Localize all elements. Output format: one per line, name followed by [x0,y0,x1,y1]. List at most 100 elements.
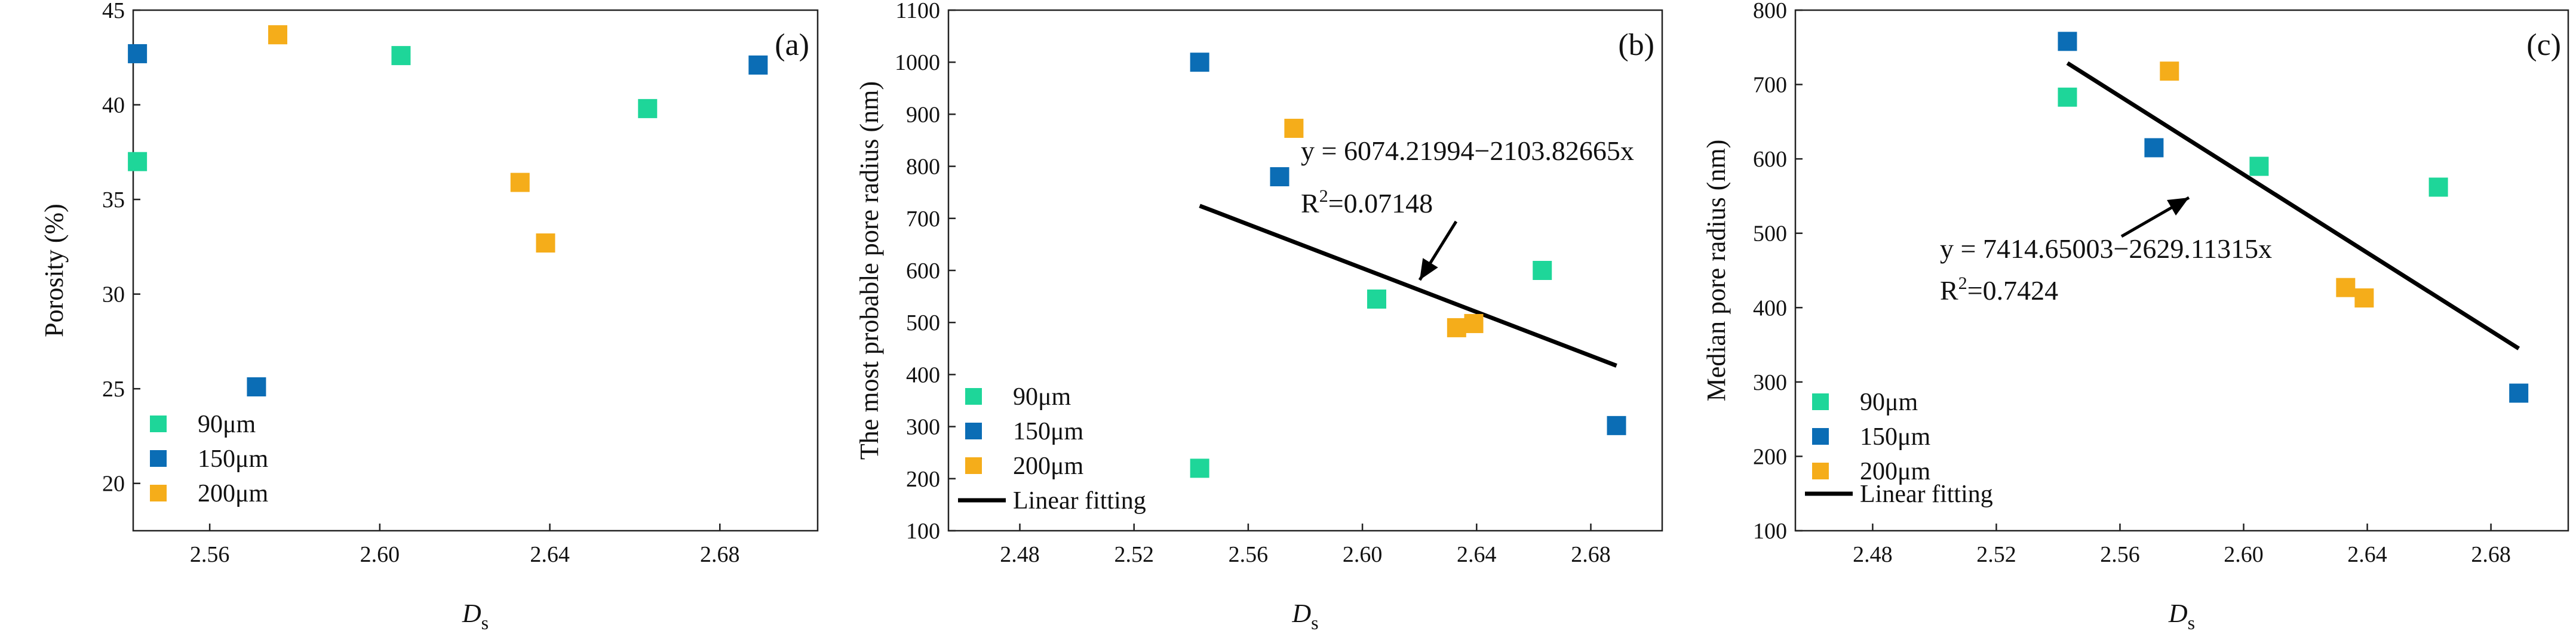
panel-label: (b) [1618,28,1654,62]
data-point-150um [748,55,768,75]
y-axis-label: Median pore radius (nm) [1702,140,1731,402]
data-point-200um [2354,288,2374,308]
fit-line [2066,61,2520,350]
y-tick-label: 25 [102,377,125,402]
data-point-150um [128,44,148,63]
data-point-150um [2058,32,2077,51]
x-axis-label-sub: s [1311,612,1318,633]
legend-marker [1812,428,1829,445]
y-tick-label: 40 [102,93,125,118]
y-tick-label: 100 [1753,519,1787,544]
x-tick-label: 2.48 [1000,542,1040,567]
data-point-200um [2336,278,2356,297]
y-tick-label: 35 [102,187,125,213]
annotation-arrow-head [1420,258,1438,280]
fit-line [1199,204,1617,368]
data-point-90um [1367,289,1386,309]
data-point-200um [536,233,555,253]
y-tick-label: 300 [1753,370,1787,395]
fit-r2-label: R [1940,275,1958,306]
legend-marker [150,450,167,467]
x-tick-label: 2.60 [1343,542,1383,567]
y-axis-label: Porosity (%) [39,204,69,337]
y-tick-label: 600 [906,258,940,284]
y-tick-label: 100 [906,519,940,544]
y-tick-label: 1000 [895,50,940,75]
x-axis-label-sub: s [481,612,489,633]
x-axis-label: Ds [2168,599,2195,633]
annotation-arrow-head [2167,198,2189,216]
data-point-150um [1190,53,1209,72]
y-tick-label: 20 [102,472,125,497]
x-axis-label-main: D [462,599,481,628]
data-point-90um [2249,156,2269,176]
fit-equation: y = 7414.65003−2629.11315x [1940,233,2272,264]
panel-c: 2.48 2.52 2.56 2.60 2.64 2.68 100 200 300 400 500 6… [1702,0,2569,633]
legend-marker [965,457,982,474]
data-point-90um [1190,458,1209,478]
data-point-200um [1464,313,1484,333]
data-point-90um [638,99,658,118]
plot-frame [1794,9,2569,532]
legend-marker [150,416,167,432]
x-tick-label: 2.60 [360,542,400,567]
legend-label-fit: Linear fitting [1860,481,1993,508]
legend-label: 150μm [198,445,269,473]
data-point-150um [2144,138,2164,158]
legend-marker [1812,463,1829,479]
data-point-200um [1447,318,1466,337]
x-tick-label: 2.52 [1976,542,2016,567]
y-tick-label: 700 [1753,73,1787,98]
fit-r2: R2=0.7424 [1940,273,2058,306]
fit-r2-label: R [1301,188,1319,218]
panel-label: (a) [775,28,809,62]
panel-label: (c) [2526,28,2561,62]
y-tick-label: 400 [906,362,940,387]
y-tick-label: 300 [906,415,940,440]
data-point-150um [1270,167,1289,187]
legend-label: 150μm [1860,423,1931,451]
fit-r2-value: =0.7424 [1967,275,2058,306]
y-tick-label: 700 [906,207,940,232]
data-point-90um [1533,261,1552,280]
data-point-150um [2509,383,2529,403]
x-axis-label: Ds [1291,599,1318,633]
x-tick-label: 2.68 [1571,542,1611,567]
y-tick-label: 800 [1753,0,1787,23]
data-point-150um [247,377,266,397]
legend-label-fit: Linear fitting [1013,487,1146,515]
y-tick-label: 200 [906,467,940,492]
x-axis-label-sub: s [2188,612,2195,633]
data-point-90um [2058,87,2077,107]
legend-label: 200μm [198,480,269,507]
legend-marker [965,423,982,439]
y-tick-label: 500 [906,310,940,336]
data-point-200um [1284,118,1304,138]
x-tick-label: 2.64 [530,542,570,567]
y-axis-label: The most probable pore radius (nm) [855,81,884,460]
y-tick-label: 500 [1753,221,1787,247]
x-tick-label: 2.56 [190,542,230,567]
x-axis-label: Ds [462,599,489,633]
legend-label: 200μm [1860,458,1931,485]
x-tick-label: 2.48 [1853,542,1893,567]
data-point-90um [2428,177,2448,197]
data-point-200um [268,25,288,45]
y-tick-label: 1100 [895,0,940,23]
y-tick-label: 30 [102,282,125,307]
data-point-90um [391,46,411,66]
x-axis-label-main: D [2168,599,2188,628]
legend-label: 150μm [1013,418,1084,445]
x-tick-label: 2.64 [1457,542,1497,567]
x-tick-label: 2.52 [1114,542,1154,567]
legend-label: 90μm [1013,383,1071,411]
legend-label: 200μm [1013,453,1084,480]
y-tick-label: 45 [102,0,125,23]
x-tick-label: 2.68 [700,542,740,567]
fit-r2-sup: 2 [1319,186,1328,206]
data-point-200um [2160,61,2179,81]
panel-a: 2.56 2.60 2.64 2.68 20 25 30 35 40 45 Ds Porosity (… [39,0,819,633]
fit-r2-value: =0.07148 [1328,188,1433,218]
data-point-150um [1607,416,1626,435]
x-tick-label: 2.68 [2471,542,2511,567]
